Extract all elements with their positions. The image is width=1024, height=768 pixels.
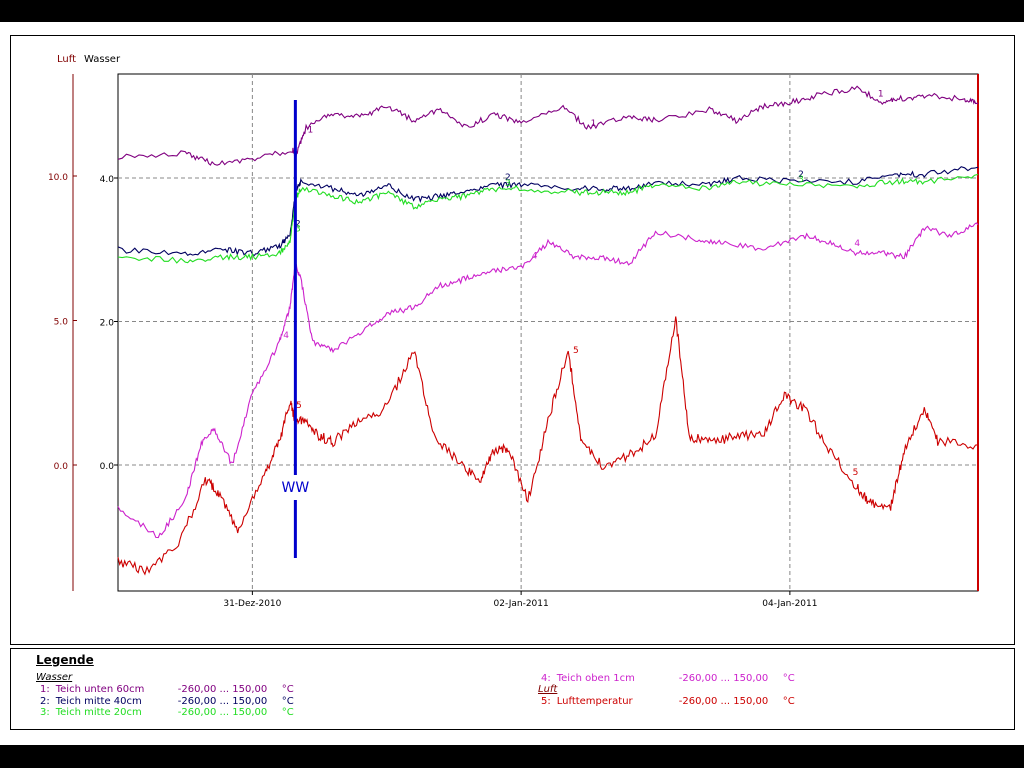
luft-tick-label: 5.0	[54, 318, 69, 328]
legend-entry-num: 5:	[541, 696, 551, 707]
series-marker-1: 1	[878, 90, 884, 100]
legend-entry: 4: Teich oben 1cm -260,00 ... 150,00 °C	[541, 673, 795, 684]
page-background	[0, 22, 1024, 745]
x-tick-label: 31-Dez-2010	[223, 599, 281, 609]
series-marker-4: 4	[532, 252, 538, 262]
series-marker-3: 3	[505, 179, 511, 189]
legend-entry-name: Teich mitte 20cm	[55, 707, 142, 718]
series-marker-2: 2	[505, 173, 511, 183]
legend-entry-name: Teich unten 60cm	[55, 684, 145, 695]
legend-entry-range: -260,00 ... 150,00	[678, 673, 769, 684]
legend-entry-range: -260,00 ... 150,00	[177, 696, 268, 707]
legend-entry-range: -260,00 ... 150,00	[678, 696, 769, 707]
legend-entry-range: -260,00 ... 150,00	[177, 684, 268, 695]
ww-annotation-label: WW	[282, 480, 310, 496]
series-marker-4: 4	[283, 331, 289, 341]
series-marker-5: 5	[296, 401, 302, 411]
legend-entry-unit: °C	[281, 707, 294, 718]
legend-entry-unit: °C	[281, 696, 294, 707]
legend-entry-num: 3:	[40, 707, 50, 718]
series-marker-1: 1	[307, 126, 313, 136]
legend-group-wasser: Wasser	[36, 672, 73, 683]
legend-entry-unit: °C	[782, 696, 795, 707]
legend-entry-num: 4:	[541, 673, 551, 684]
wasser-tick-label: 4.0	[100, 175, 115, 185]
x-tick-label: 04-Jan-2011	[762, 599, 817, 609]
series-marker-4: 4	[854, 239, 860, 249]
legend-entry-num: 1:	[40, 684, 50, 695]
legend-entry-name: Teich oben 1cm	[556, 673, 635, 684]
wasser-axis-label: Wasser	[84, 54, 121, 65]
legend-entry-num: 2:	[40, 696, 50, 707]
series-line-3	[117, 173, 979, 264]
series-line-5	[117, 316, 979, 576]
legend-entry: 3: Teich mitte 20cm -260,00 ... 150,00 °C	[40, 707, 294, 718]
chart-frame	[10, 35, 1015, 645]
series-marker-2: 2	[295, 219, 301, 229]
wasser-tick-label: 2.0	[100, 319, 115, 329]
legend-entry-unit: °C	[281, 684, 294, 695]
legend-entry: 2: Teich mitte 40cm -260,00 ... 150,00 °C	[40, 696, 294, 707]
legend-entry-name: Lufttemperatur	[556, 696, 633, 707]
legend-frame	[10, 648, 1015, 730]
series-marker-5: 5	[853, 468, 859, 478]
wasser-tick-label: 0.0	[100, 462, 115, 472]
luft-tick-label: 0.0	[54, 462, 69, 472]
series-marker-5: 5	[573, 346, 579, 356]
series-marker-3: 3	[295, 224, 301, 234]
series-marker-3: 3	[798, 175, 804, 185]
x-tick-label: 02-Jan-2011	[494, 599, 549, 609]
series-line-4	[117, 222, 979, 539]
legend-entry-unit: °C	[782, 673, 795, 684]
legend-entry-range: -260,00 ... 150,00	[177, 707, 268, 718]
legend-entry-name: Teich mitte 40cm	[55, 696, 142, 707]
series-line-1	[117, 85, 979, 166]
luft-axis-label: Luft	[57, 54, 76, 65]
luft-tick-label: 10.0	[48, 173, 68, 183]
series-line-2	[117, 166, 979, 257]
series-marker-1: 1	[591, 119, 597, 129]
legend-entry: 1: Teich unten 60cm -260,00 ... 150,00 °C	[40, 684, 294, 695]
legend-title: Legende	[36, 653, 94, 667]
series-marker-2: 2	[798, 170, 804, 180]
legend-group-luft: Luft	[538, 684, 558, 695]
legend-entry: 5: Lufttemperatur -260,00 ... 150,00 °C	[541, 696, 795, 707]
